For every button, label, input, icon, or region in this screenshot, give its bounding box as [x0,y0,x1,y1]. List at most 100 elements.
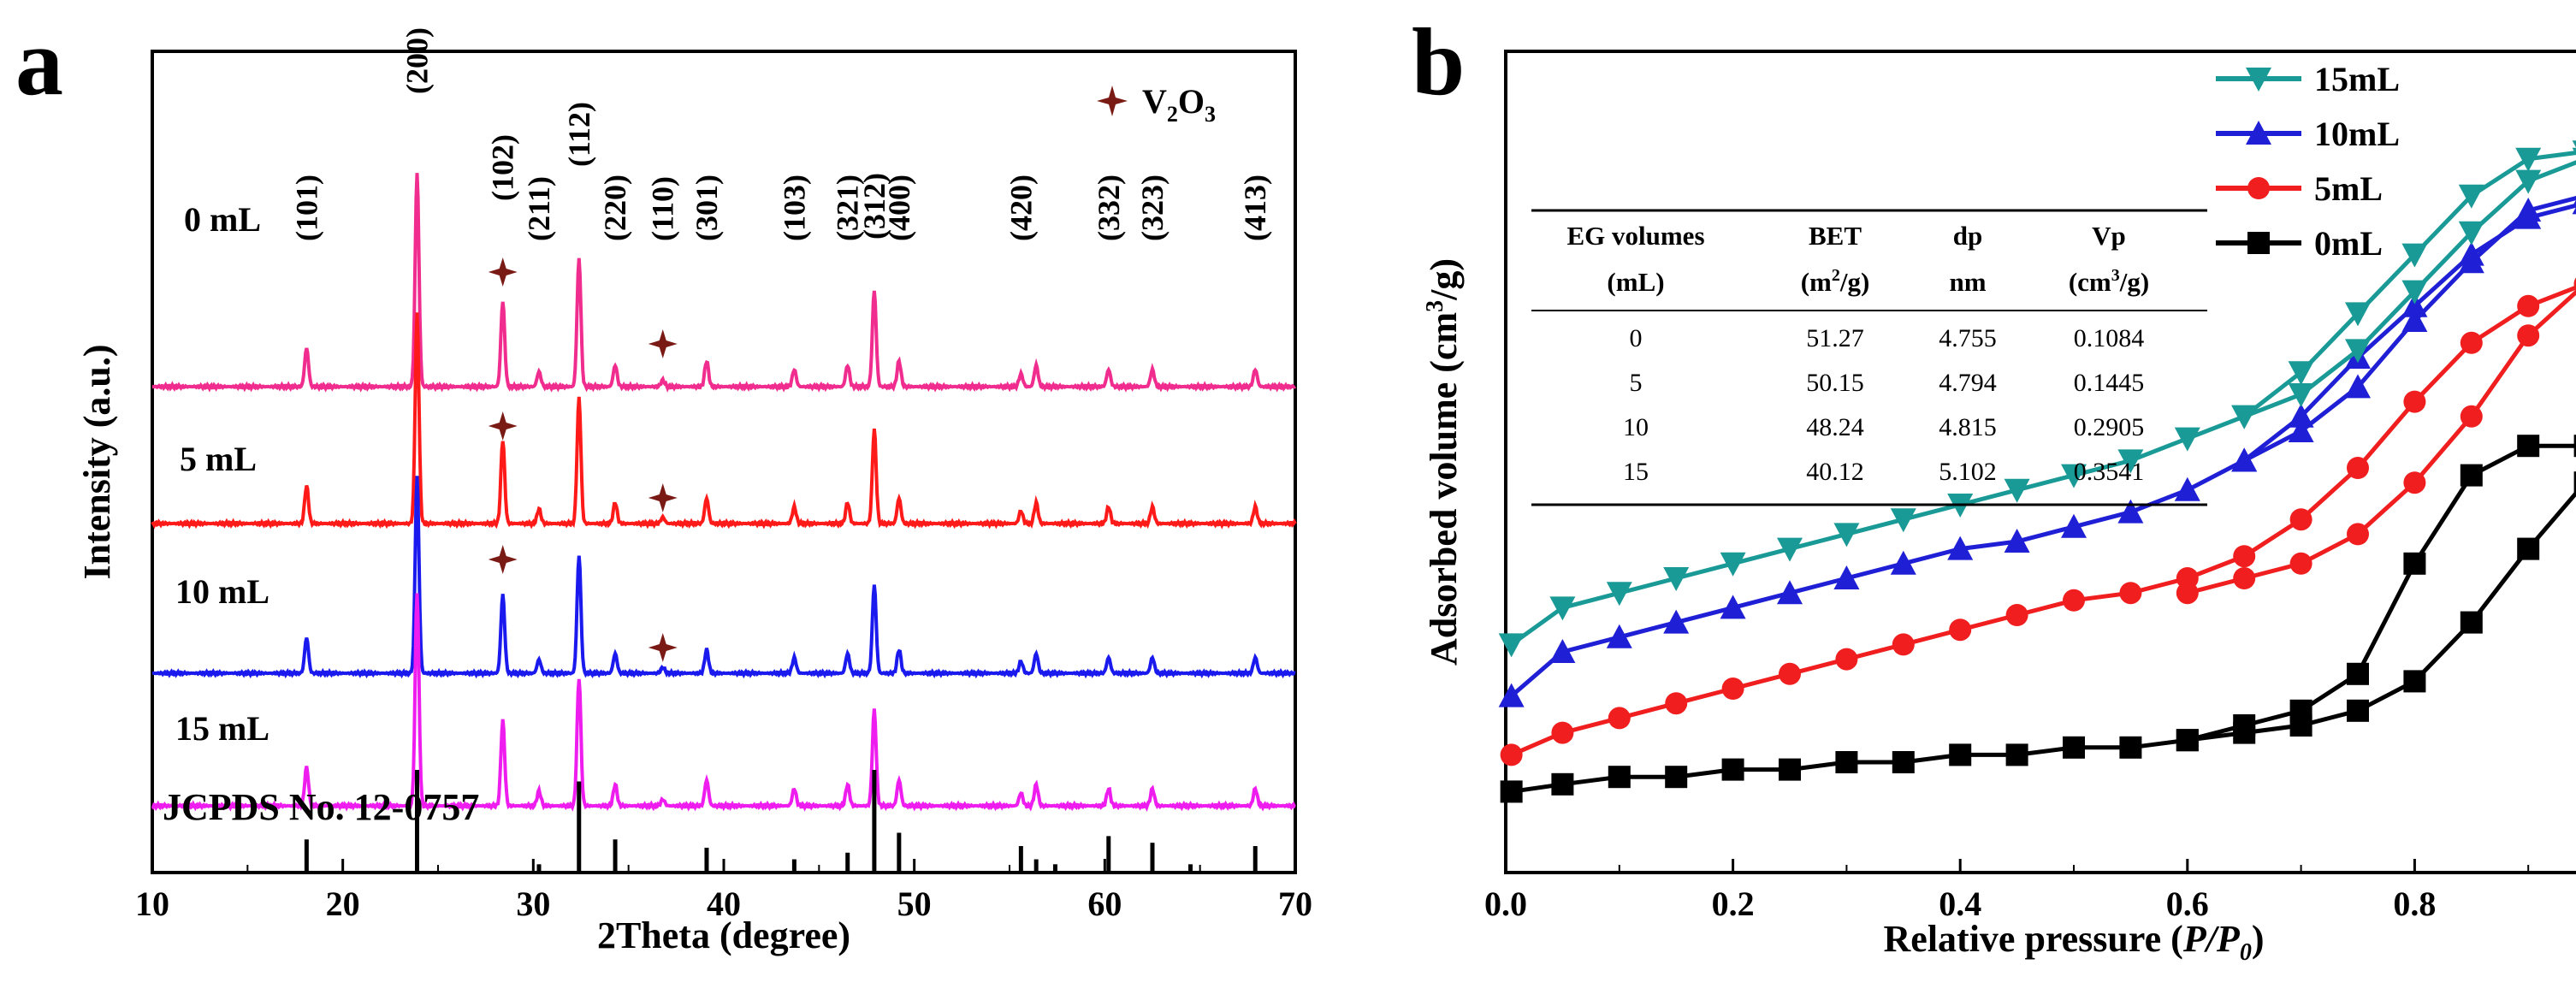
desorption-point-10ml [2288,418,2314,442]
desorption-point-5ml [2573,277,2576,291]
adsorption-point-0ml [2460,611,2483,634]
adsorption-point-10ml [1890,550,1916,575]
table-cell: 4.755 [1939,324,1997,352]
table-cell: 0.1084 [2074,324,2145,352]
adsorption-point-5ml [1665,692,1688,715]
b-tick-label: 0.2 [1712,885,1755,923]
desorption-point-10ml [2572,199,2576,207]
adsorption-point-10ml [2061,513,2087,538]
desorption-point-5ml [2347,523,2369,546]
adsorption-point-15ml [1606,582,1632,607]
adsorption-point-15ml [2004,478,2030,503]
table-cell: 0.3541 [2074,458,2145,486]
desorption-point-15ml [2231,405,2258,429]
table-cell: 50.15 [1806,369,1864,397]
desorption-point-0ml [2460,464,2483,487]
desorption-point-0ml [2517,435,2540,458]
legend-marker-10ml [2246,121,2271,145]
a-tick-label: 30 [516,885,550,923]
table-unit-eg: (mL) [1607,267,1664,297]
adsorption-point-10ml [2572,207,2576,215]
panel-b-x-ticks: 0.00.20.40.60.81.0 [1484,859,2530,923]
adsorption-point-0ml [1551,772,1574,796]
hkl-label: (332) [1092,175,1126,241]
hkl-label: (312) [857,173,891,240]
jcpds-label: JCPDS No. 12-0757 [163,786,479,828]
adsorption-point-5ml [1779,662,1801,685]
adsorption-point-10ml [1947,536,1974,560]
hkl-label: (420) [1004,175,1038,241]
desorption-point-10ml [2231,447,2258,472]
adsorption-point-0ml [2573,471,2576,494]
adsorption-point-0ml [1608,766,1631,789]
desorption-point-5ml [2460,405,2483,428]
adsorption-point-10ml [2288,403,2314,428]
b-tick-label: 0.6 [2166,885,2209,923]
desorption-point-0ml [2176,729,2199,752]
table-cell: 51.27 [1806,324,1864,352]
adsorption-point-0ml [1892,751,1915,773]
adsorption-point-0ml [2063,736,2085,759]
table-cell: 0 [1630,324,1643,352]
a-tick-label: 60 [1087,885,1122,923]
desorption-point-5ml [2233,567,2256,589]
v2o3-legend: V2O3 [1097,82,1216,127]
desorption-point-15ml [2288,383,2314,407]
adsorption-point-10ml [1777,580,1803,605]
hkl-label: (101) [289,175,323,241]
adsorption-point-10ml [1606,624,1632,648]
b-tick-label: 0.8 [2393,885,2436,923]
legend-label-5ml: 5mL [2314,169,2383,208]
adsorption-point-15ml [2174,427,2200,452]
v2o3-sub-b: 3 [1205,102,1216,127]
adsorption-point-0ml [2517,537,2540,560]
panel-b-letter: b [1412,9,1465,115]
xrd-trace-10ml [151,476,1296,679]
desorption-point-5ml [2289,552,2312,575]
adsorption-point-5ml [1892,633,1915,656]
panel-b-frame [1504,50,2576,874]
table-unit-dp: nm [1949,267,1986,297]
panel-b-xlabel: Relative pressure (P/P0) [1884,918,2265,966]
table-rows: 0 51.27 4.755 0.1084 5 50.15 4.794 0.1445 10 48.2… [1623,324,2144,486]
panel-a-frame [151,50,1297,874]
adsorption-point-0ml [1779,758,1801,781]
adsorption-point-15ml [1663,567,1690,591]
isotherm-10ml [1498,195,2576,707]
table-cell: 4.815 [1939,413,1997,441]
hkl-label: (200) [400,27,435,94]
adsorption-point-15ml [2288,361,2314,386]
adsorption-point-15ml [1890,508,1916,533]
adsorption-point-0ml [1835,751,1858,773]
adsorption-point-15ml [2345,302,2371,327]
desorption-point-15ml [2515,169,2542,194]
b-tick-label: 0.0 [1484,885,1527,923]
hkl-label: (321) [831,175,865,241]
legend-marker-15ml [2246,68,2271,92]
adsorption-point-5ml [1835,648,1858,671]
a-tick-label: 40 [707,885,741,923]
adsorption-point-10ml [1549,639,1576,663]
desorption-point-15ml [2458,221,2484,246]
bet-table: EG volumes BET dp Vp (mL) (m2/g) nm (cm3… [1531,209,2207,506]
desorption-point-10ml [2401,308,2428,332]
table-unit-vp: (cm3/g) [2069,266,2149,297]
adsorption-point-10ml [2174,476,2200,501]
hkl-label: (400) [882,175,916,241]
desorption-point-0ml [2403,552,2426,575]
panel-a-hkl-labels: (101) (200) (102)(211)(112)(220) (110) (301)… [289,27,1272,241]
legend-label-0ml: 0mL [2314,224,2383,263]
adsorption-point-15ml [1833,523,1860,547]
isotherm-15ml [1498,140,2576,658]
v2o3-star-icon [488,411,518,441]
desorption-point-5ml [2517,324,2540,347]
adsorption-point-15ml [2061,464,2087,488]
adsorption-point-0ml [1500,780,1523,803]
desorption-point-15ml [2401,280,2428,305]
desorption-point-10ml [2458,249,2484,274]
a-tick-label: 20 [326,885,360,923]
v2o3-o: O [1178,82,1205,121]
v2o3-star-icon [488,257,518,287]
